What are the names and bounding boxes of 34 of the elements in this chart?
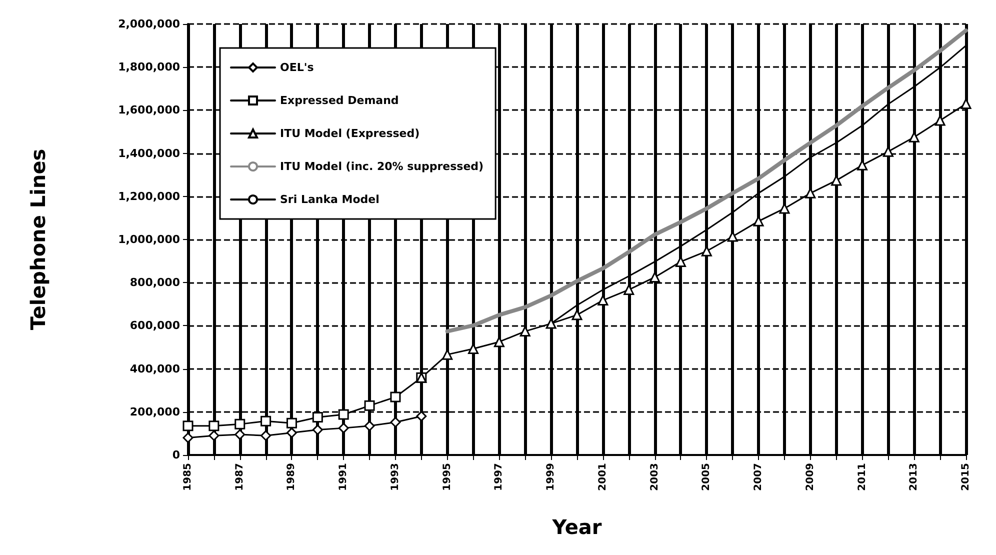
legend-label: OEL's <box>280 61 314 74</box>
y-tick-label: 0 <box>172 448 180 462</box>
x-tick-label: 2001 <box>597 462 608 491</box>
y-tick-label: 400,000 <box>130 362 180 376</box>
y-tick-label: 1,800,000 <box>118 60 180 74</box>
y-tick-label: 1,600,000 <box>118 104 180 117</box>
y-axis-title: Telephone Lines <box>26 148 50 330</box>
x-tick-label: 2011 <box>856 462 868 491</box>
x-tick-label: 1985 <box>182 462 194 491</box>
y-tick-label: 200,000 <box>130 405 180 418</box>
x-tick-label: 1993 <box>390 462 401 491</box>
x-tick-label: 2003 <box>649 462 660 491</box>
x-tick-label: 1991 <box>338 462 350 491</box>
legend-label: ITU Model (Expressed) <box>280 127 420 140</box>
y-tick-label: 1,200,000 <box>118 190 180 203</box>
y-tick-label: 800,000 <box>130 276 180 290</box>
y-tick-label: 1,400,000 <box>118 146 180 160</box>
legend-label: ITU Model (inc. 20% suppressed) <box>280 160 484 173</box>
x-tick-label: 2007 <box>753 462 764 491</box>
y-tick-label: 2,000,000 <box>118 18 180 30</box>
x-axis-title: Year <box>551 515 602 539</box>
legend-label: Expressed Demand <box>280 94 399 107</box>
x-tick-label: 1999 <box>546 462 557 491</box>
legend-label: Sri Lanka Model <box>280 193 380 206</box>
y-tick-label: 1,000,000 <box>118 233 180 246</box>
x-tick-label: 2013 <box>908 462 920 491</box>
x-tick-label: 1989 <box>286 462 298 491</box>
x-tick-label: 1997 <box>494 462 505 491</box>
x-tick-label: 1995 <box>442 462 453 491</box>
x-tick-label: 1987 <box>234 462 246 491</box>
y-tick-label: 600,000 <box>130 319 180 332</box>
x-tick-label: 2015 <box>960 462 972 491</box>
x-tick-label: 2009 <box>804 462 816 491</box>
x-tick-label: 2005 <box>701 462 712 491</box>
